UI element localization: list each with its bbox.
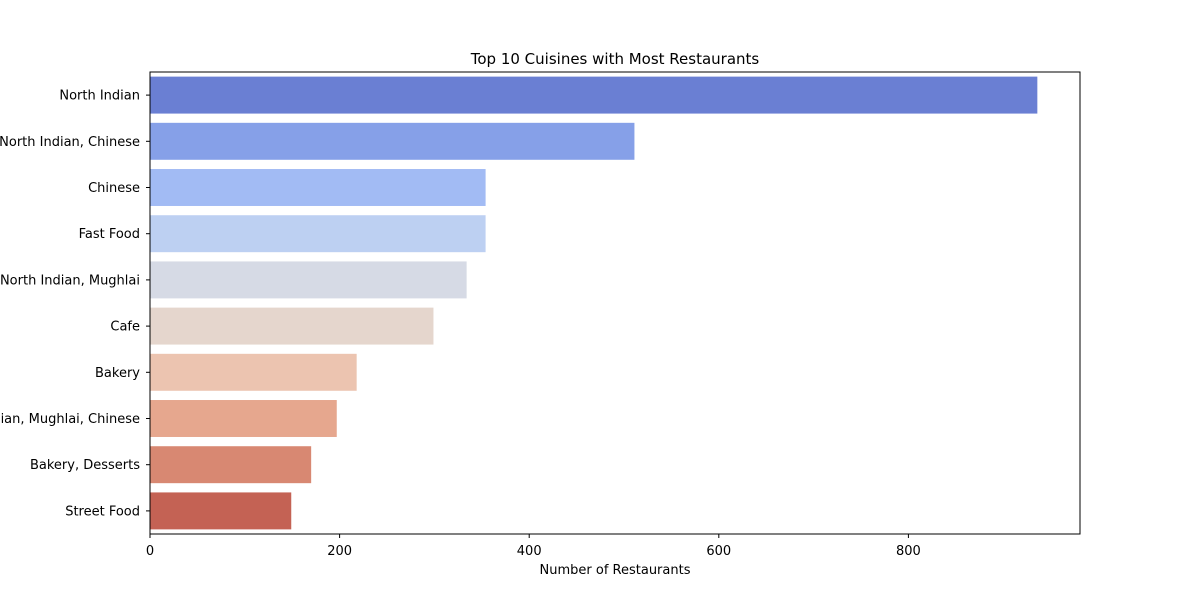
y-tick-label: Fast Food <box>79 227 140 242</box>
bar-4 <box>150 215 486 253</box>
y-tick-label: Chinese <box>88 181 140 196</box>
chart-title: Top 10 Cuisines with Most Restaurants <box>470 50 760 68</box>
x-tick-label: 400 <box>517 544 542 559</box>
y-tick-label: North Indian, Chinese <box>0 135 140 150</box>
y-tick-label: Bakery, Desserts <box>30 458 140 473</box>
y-tick-label: North Indian, Mughlai, Chinese <box>0 412 140 427</box>
x-tick-label: 0 <box>146 544 154 559</box>
y-tick-label: Bakery <box>95 366 140 381</box>
plot-frame <box>149 71 1081 535</box>
y-tick-label: Street Food <box>65 504 140 519</box>
bar-5 <box>150 261 467 299</box>
bar-2 <box>150 122 635 160</box>
y-tick-label: North Indian, Mughlai <box>0 273 140 288</box>
bar-9 <box>150 446 312 484</box>
plot-area: North Indian North Indian, Chinese Chinese… <box>0 71 1081 559</box>
x-tick-label: 800 <box>896 544 921 559</box>
x-tick-label: 200 <box>327 544 352 559</box>
bar-6 <box>150 307 434 345</box>
bar-8 <box>150 400 337 437</box>
y-tick-label: North Indian <box>59 89 140 104</box>
bar-10 <box>150 492 292 530</box>
x-axis-title: Number of Restaurants <box>540 563 691 578</box>
bar-3 <box>150 169 486 206</box>
y-tick-label: Cafe <box>110 320 140 335</box>
bar-7 <box>150 353 357 391</box>
x-tick-label: 600 <box>706 544 731 559</box>
bar-1 <box>150 76 1038 114</box>
